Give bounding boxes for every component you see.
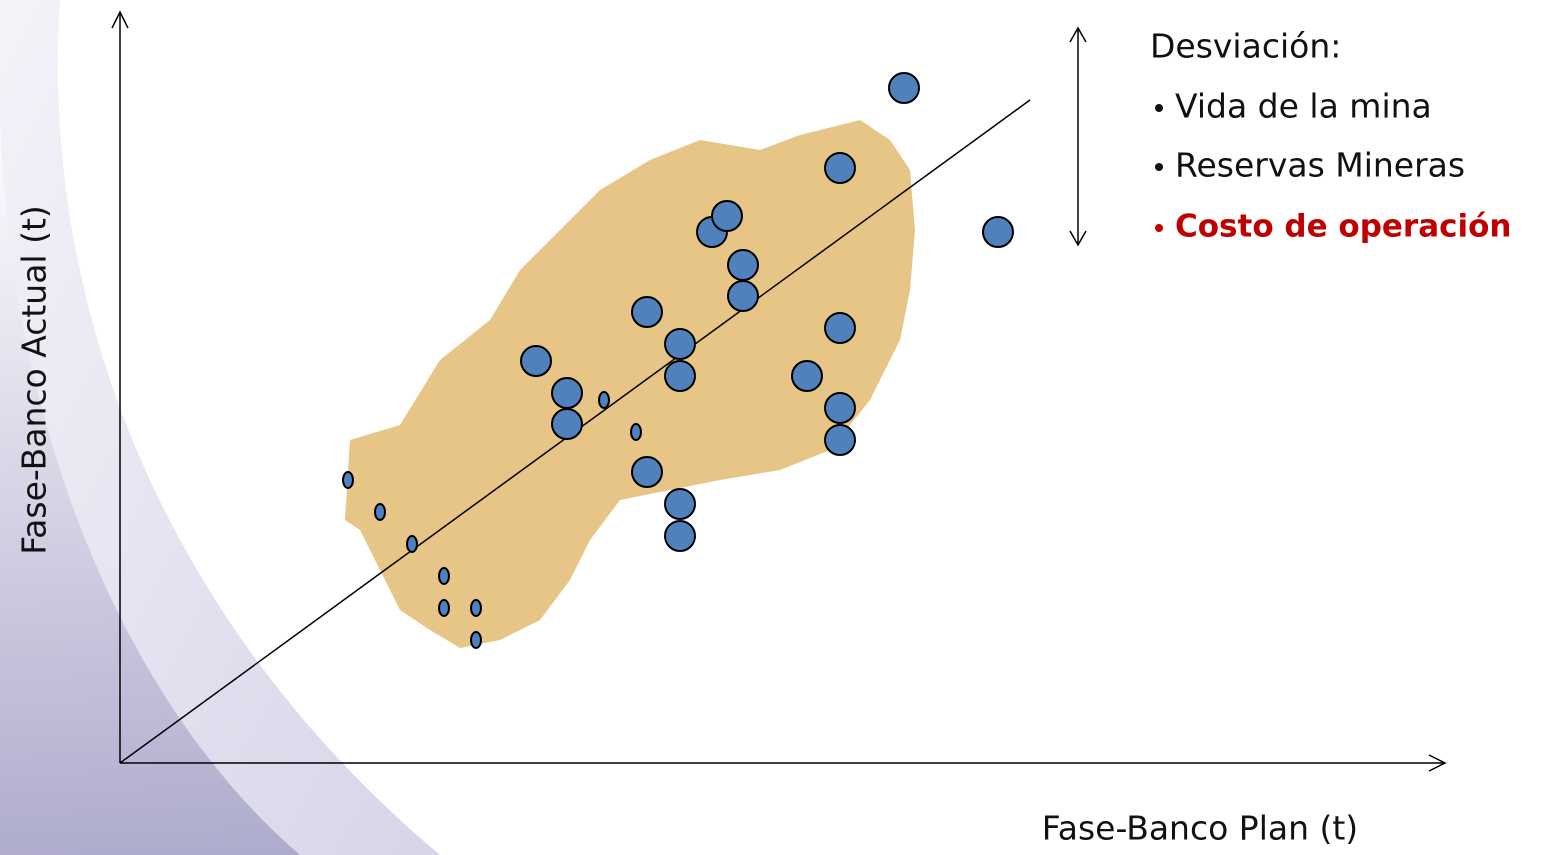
- bullet: [1155, 104, 1163, 112]
- point: [888, 72, 920, 104]
- point: [824, 424, 856, 456]
- point: [551, 408, 583, 440]
- point: [631, 296, 663, 328]
- small-point: [630, 423, 642, 441]
- point: [664, 488, 696, 520]
- data-cloud: [345, 120, 915, 648]
- legend-item: Reservas Mineras: [1175, 146, 1465, 185]
- small-point: [438, 567, 450, 585]
- small-point: [374, 503, 386, 521]
- small-point: [598, 391, 610, 409]
- point: [664, 360, 696, 392]
- point: [711, 200, 743, 232]
- point: [631, 456, 663, 488]
- small-point: [406, 535, 418, 553]
- legend-title: Desviación:: [1150, 27, 1341, 66]
- background-swoosh: [0, 120, 300, 855]
- points: [342, 72, 1014, 649]
- point: [824, 152, 856, 184]
- small-point: [470, 599, 482, 617]
- point: [824, 312, 856, 344]
- point: [664, 520, 696, 552]
- small-point: [342, 471, 354, 489]
- legend-item: Vida de la mina: [1175, 87, 1432, 126]
- legend-item-highlight: Costo de operación: [1175, 209, 1512, 245]
- deviation-arrow-head: [1069, 26, 1087, 43]
- point: [791, 360, 823, 392]
- bullet: [1155, 163, 1163, 171]
- x-axis-label: Fase-Banco Plan (t): [1042, 809, 1358, 848]
- point: [982, 216, 1014, 248]
- point: [520, 345, 552, 377]
- small-point: [470, 631, 482, 649]
- y-axis-arrow: [111, 10, 129, 29]
- small-point: [438, 599, 450, 617]
- point: [727, 280, 759, 312]
- deviation-arrow-head: [1069, 230, 1087, 247]
- y-axis-label: Fase-Banco Actual (t): [15, 205, 54, 555]
- point: [551, 377, 583, 409]
- point: [664, 328, 696, 360]
- bullet: [1155, 224, 1163, 232]
- point: [727, 249, 759, 281]
- x-axis-arrow: [1428, 754, 1447, 772]
- point: [824, 392, 856, 424]
